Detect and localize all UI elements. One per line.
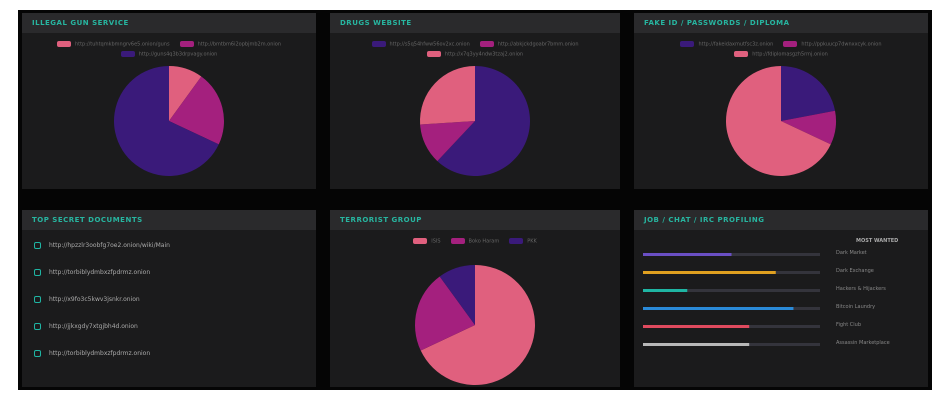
bar-label: Assassin Marketplace bbox=[836, 340, 890, 346]
document-link: http://torbiblydmbxzfpdrmz.onion bbox=[34, 350, 150, 357]
legend-label: http://x7q3yy4ndw3tzaj2.onion bbox=[444, 51, 524, 57]
checkbox-icon bbox=[34, 323, 41, 330]
legend-label: PKK bbox=[527, 238, 537, 245]
legend-item: http://s5q54hfww56ov2xc.onion bbox=[371, 41, 470, 48]
link-text: http://torbiblydmbxzfpdrmz.onion bbox=[49, 269, 151, 276]
pie-slice bbox=[420, 265, 535, 385]
pie-slice bbox=[726, 66, 831, 176]
legend-item: http://x7q3yy4ndw3tzaj2.onion bbox=[426, 50, 524, 57]
pie-slice bbox=[113, 66, 219, 176]
checkbox-icon bbox=[34, 350, 41, 357]
legend-swatch bbox=[680, 41, 695, 47]
document-link: http://jjkxgdy7xtgjbh4d.onion bbox=[34, 323, 138, 330]
pie-chart bbox=[113, 66, 224, 176]
pie-slice bbox=[439, 265, 475, 325]
checkbox-icon bbox=[34, 242, 41, 249]
dashboard: ILLEGAL GUN SERVICE http://tuhtqmkbmngrv6… bbox=[18, 10, 932, 390]
pie-slice bbox=[437, 66, 530, 176]
legend: http://tuhtqmkbmngrv6e5.onion/guns http:/… bbox=[42, 41, 296, 57]
legend-label: http://guns4q3b3drpvagy.onion bbox=[138, 51, 218, 57]
link-text: http://x9fo3c5kwv3jsnkr.onion bbox=[49, 296, 140, 303]
bar-chart bbox=[643, 253, 820, 346]
bar-label: Fight Club bbox=[836, 322, 862, 328]
legend-swatch bbox=[120, 50, 135, 57]
legend: http://s5q54hfww56ov2xc.onion http://abkj… bbox=[350, 41, 600, 57]
legend-item: http://abkjckdgoabr7bmm.onion bbox=[479, 41, 579, 48]
panel: FAKE ID / PASSWORDS / DIPLOMA http://fake… bbox=[634, 13, 928, 189]
bar-label: Dark Exchange bbox=[836, 268, 874, 274]
legend-item: Boko Haram bbox=[450, 238, 500, 245]
legend-item: PKK bbox=[509, 238, 537, 245]
legend-swatch bbox=[371, 41, 386, 47]
legend-item: http://tuhtqmkbmngrv6e5.onion/guns bbox=[56, 41, 170, 48]
legend-item: ISIS bbox=[413, 238, 441, 245]
pie-chart bbox=[415, 265, 535, 385]
pie-slice bbox=[420, 66, 475, 125]
bar bbox=[643, 325, 750, 328]
panel: ILLEGAL GUN SERVICE http://tuhtqmkbmngrv6… bbox=[22, 13, 316, 189]
legend-item: http://ppkuucp7dwnxxcyk.onion bbox=[783, 41, 882, 48]
legend-label: http://bmtbm6i2opbjmb2m.onion bbox=[197, 41, 282, 48]
panel-title: FAKE ID / PASSWORDS / DIPLOMA bbox=[634, 13, 928, 33]
link-text: http://jjkxgdy7xtgjbh4d.onion bbox=[49, 323, 138, 330]
panel: TERRORIST GROUP ISIS Boko Haram PKK bbox=[330, 210, 620, 387]
legend-label: http://tuhtqmkbmngrv6e5.onion/guns bbox=[74, 41, 170, 48]
panel-title: TERRORIST GROUP bbox=[330, 210, 620, 230]
pie-slice bbox=[415, 276, 475, 351]
pie-chart bbox=[726, 66, 836, 176]
checkbox-icon bbox=[34, 269, 41, 276]
panel-title: DRUGS WEBSITE bbox=[330, 13, 620, 33]
panel-title: JOB / CHAT / IRC PROFILING bbox=[634, 210, 928, 230]
bar bbox=[643, 253, 732, 256]
legend-item: http://fdiplomasgzh5rmj.onion bbox=[734, 50, 828, 57]
legend-swatch bbox=[734, 50, 749, 57]
pie-chart bbox=[420, 66, 530, 176]
bar bbox=[643, 271, 776, 274]
panel: JOB / CHAT / IRC PROFILING MOST WANTED Dar… bbox=[634, 210, 928, 387]
bar bbox=[643, 307, 794, 310]
legend-item: http://guns4q3b3drpvagy.onion bbox=[120, 50, 218, 57]
pie-slice bbox=[169, 76, 224, 145]
bar bbox=[643, 289, 688, 292]
panel-title: TOP SECRET DOCUMENTS bbox=[22, 210, 316, 230]
bar-label: Hackers & Hijackers bbox=[836, 286, 886, 292]
bar-track bbox=[643, 289, 820, 292]
legend-label: http://ppkuucp7dwnxxcyk.onion bbox=[801, 41, 882, 48]
legend-swatch bbox=[426, 50, 441, 57]
legend-label: http://abkjckdgoabr7bmm.onion bbox=[497, 41, 579, 48]
legend-label: Boko Haram bbox=[468, 238, 500, 245]
legend: http://fakeidaxmutfsc3z.onion http://ppku… bbox=[654, 41, 908, 57]
bar-label: Bitcoin Laundry bbox=[836, 304, 876, 310]
bars-heading: MOST WANTED bbox=[856, 238, 899, 244]
document-link: http://x9fo3c5kwv3jsnkr.onion bbox=[34, 296, 140, 303]
legend-item: http://bmtbm6i2opbjmb2m.onion bbox=[179, 41, 282, 48]
legend-swatch bbox=[450, 238, 465, 244]
panel: DRUGS WEBSITE http://s5q54hfww56ov2xc.oni… bbox=[330, 13, 620, 189]
bar bbox=[643, 343, 750, 346]
panel: TOP SECRET DOCUMENTS http://hpzzlr3oobfg7… bbox=[22, 210, 316, 387]
legend-swatch bbox=[179, 41, 194, 47]
checkbox-icon bbox=[34, 296, 41, 303]
legend-label: http://fdiplomasgzh5rmj.onion bbox=[752, 51, 828, 57]
panel-title: ILLEGAL GUN SERVICE bbox=[22, 13, 316, 33]
document-link: http://torbiblydmbxzfpdrmz.onion bbox=[34, 269, 150, 276]
legend-label: ISIS bbox=[431, 238, 441, 245]
legend-swatch bbox=[413, 238, 428, 244]
pie-slice bbox=[781, 110, 836, 145]
link-text: http://torbiblydmbxzfpdrmz.onion bbox=[49, 350, 151, 357]
document-link: http://hpzzlr3oobfg7oe2.onion/wiki/Main bbox=[34, 242, 170, 249]
legend-swatch bbox=[479, 41, 494, 47]
pie-slice bbox=[781, 66, 836, 121]
pie-slice bbox=[420, 121, 475, 162]
legend: ISIS Boko Haram PKK bbox=[350, 238, 600, 245]
pie-slice bbox=[169, 66, 202, 121]
legend-swatch bbox=[783, 41, 798, 47]
legend-item: http://fakeidaxmutfsc3z.onion bbox=[680, 41, 773, 48]
legend-label: http://fakeidaxmutfsc3z.onion bbox=[698, 41, 774, 48]
legend-swatch bbox=[56, 41, 71, 47]
link-text: http://hpzzlr3oobfg7oe2.onion/wiki/Main bbox=[49, 242, 170, 249]
legend-swatch bbox=[509, 238, 524, 244]
legend-label: http://s5q54hfww56ov2xc.onion bbox=[389, 41, 470, 48]
bar-label: Dark Market bbox=[836, 250, 867, 256]
